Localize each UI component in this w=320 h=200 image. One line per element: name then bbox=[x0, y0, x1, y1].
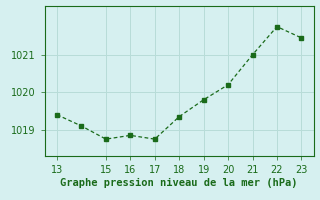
X-axis label: Graphe pression niveau de la mer (hPa): Graphe pression niveau de la mer (hPa) bbox=[60, 178, 298, 188]
